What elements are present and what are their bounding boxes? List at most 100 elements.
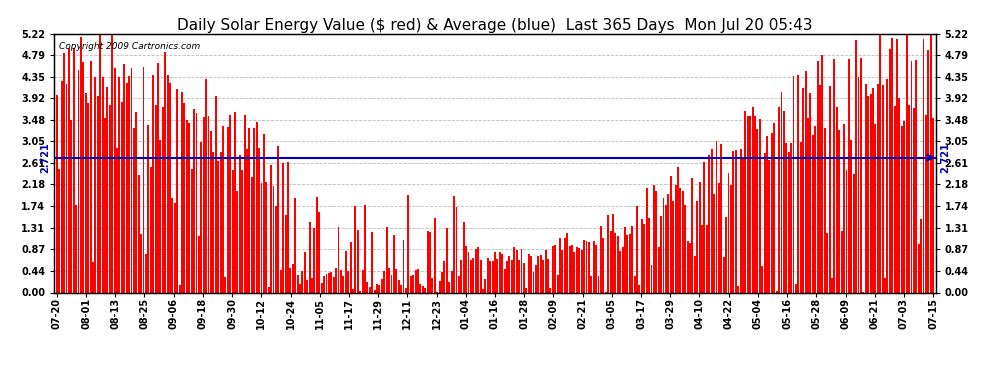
Bar: [205, 79, 207, 292]
Bar: [455, 207, 457, 292]
Bar: [280, 270, 282, 292]
Bar: [807, 118, 809, 292]
Bar: [215, 96, 217, 292]
Bar: [364, 205, 366, 292]
Bar: [670, 176, 671, 292]
Bar: [845, 170, 847, 292]
Bar: [882, 85, 883, 292]
Bar: [852, 174, 854, 292]
Bar: [746, 116, 748, 292]
Bar: [901, 126, 903, 292]
Bar: [891, 38, 893, 292]
Bar: [427, 231, 429, 292]
Bar: [544, 251, 546, 292]
Bar: [578, 248, 580, 292]
Bar: [220, 152, 222, 292]
Bar: [87, 104, 89, 292]
Bar: [925, 115, 927, 292]
Bar: [390, 275, 392, 292]
Bar: [928, 50, 930, 292]
Bar: [345, 251, 346, 292]
Bar: [657, 247, 659, 292]
Bar: [378, 285, 380, 292]
Bar: [75, 205, 77, 292]
Bar: [159, 140, 161, 292]
Bar: [263, 135, 265, 292]
Bar: [333, 277, 335, 292]
Bar: [326, 274, 328, 292]
Bar: [674, 186, 676, 292]
Bar: [90, 61, 91, 292]
Bar: [193, 108, 195, 292]
Bar: [479, 260, 481, 292]
Bar: [319, 211, 320, 292]
Bar: [217, 161, 219, 292]
Bar: [181, 92, 183, 292]
Bar: [247, 149, 248, 292]
Bar: [607, 214, 609, 292]
Bar: [568, 246, 570, 292]
Bar: [632, 226, 634, 292]
Bar: [894, 106, 896, 292]
Bar: [528, 254, 530, 292]
Bar: [417, 269, 419, 292]
Bar: [58, 169, 60, 292]
Bar: [331, 272, 333, 292]
Bar: [359, 291, 361, 292]
Bar: [124, 64, 125, 292]
Bar: [564, 238, 565, 292]
Bar: [855, 40, 857, 292]
Bar: [403, 240, 405, 292]
Bar: [388, 268, 390, 292]
Bar: [911, 60, 913, 292]
Bar: [694, 256, 696, 292]
Bar: [99, 36, 101, 292]
Bar: [191, 169, 193, 292]
Bar: [336, 268, 337, 292]
Bar: [740, 148, 742, 292]
Bar: [188, 123, 190, 292]
Bar: [612, 214, 614, 292]
Bar: [203, 117, 205, 292]
Bar: [593, 241, 595, 292]
Bar: [624, 228, 626, 292]
Bar: [576, 247, 578, 292]
Bar: [422, 286, 424, 292]
Bar: [629, 234, 631, 292]
Bar: [371, 232, 373, 292]
Bar: [756, 129, 758, 292]
Bar: [410, 276, 412, 292]
Bar: [425, 288, 426, 292]
Bar: [930, 22, 932, 293]
Bar: [701, 225, 703, 292]
Bar: [398, 280, 400, 292]
Bar: [470, 260, 472, 292]
Bar: [812, 135, 814, 292]
Bar: [166, 75, 168, 292]
Bar: [872, 87, 874, 292]
Bar: [85, 93, 87, 292]
Bar: [161, 107, 163, 292]
Bar: [234, 112, 236, 292]
Bar: [636, 206, 638, 292]
Bar: [819, 85, 821, 292]
Bar: [294, 198, 296, 292]
Bar: [119, 77, 121, 292]
Bar: [841, 231, 842, 292]
Bar: [619, 251, 621, 292]
Bar: [531, 256, 532, 292]
Bar: [68, 48, 70, 292]
Bar: [526, 288, 528, 292]
Bar: [783, 111, 785, 292]
Bar: [340, 270, 342, 292]
Bar: [677, 167, 679, 292]
Bar: [549, 288, 551, 292]
Bar: [143, 68, 145, 292]
Bar: [60, 81, 62, 292]
Bar: [282, 164, 284, 292]
Bar: [860, 58, 862, 292]
Bar: [817, 62, 819, 292]
Bar: [645, 188, 647, 292]
Bar: [521, 249, 523, 292]
Bar: [906, 22, 908, 292]
